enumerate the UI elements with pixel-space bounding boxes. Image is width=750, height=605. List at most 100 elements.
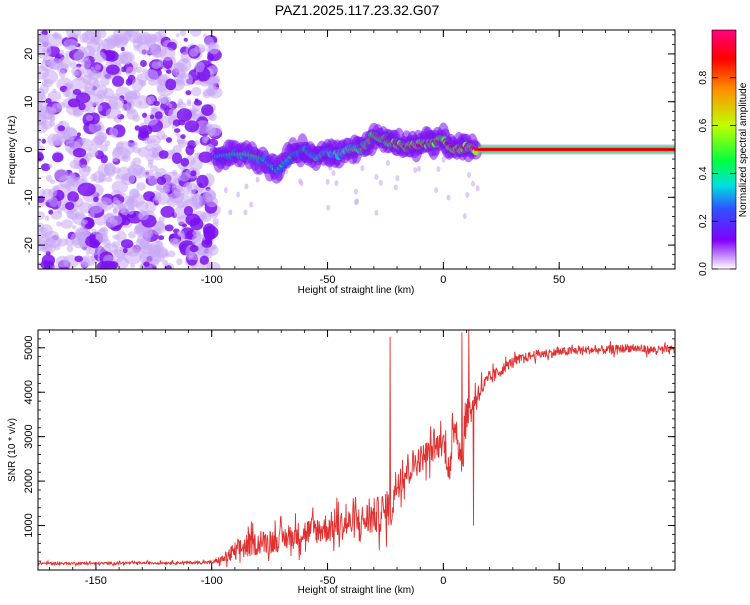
colorbar-tick-label: 0.6 [698,118,709,132]
noise-blob [111,156,119,163]
noise-blob [80,255,96,267]
noise-blob [58,70,66,78]
noise-blob [72,147,87,158]
noise-blob [49,179,56,184]
noise-blob [128,188,140,199]
noise-blob [38,110,42,118]
x-tick-label: -50 [320,575,336,587]
noise-blob [172,124,176,129]
noise-blob [112,75,125,87]
noise-blob [38,211,46,221]
noise-blob [130,92,138,99]
noise-blob [41,138,46,144]
noise-blob [187,140,197,150]
noise-blob [120,46,125,52]
noise-blob [180,73,193,86]
noise-blob [76,132,81,137]
noise-blob [108,96,125,110]
noise-blob [66,244,74,253]
noise-blob [69,159,81,169]
noise-blob [101,38,117,50]
noise-blob [192,229,201,237]
noise-blob [140,60,147,67]
colorbar-tick-label: 0.0 [698,262,709,276]
figure-title: PAZ1.2025.117.23.32.G07 [275,2,440,18]
noise-blob [147,176,158,186]
scatter-blob [249,201,254,208]
noise-blob [120,239,134,249]
noise-blob [52,33,62,40]
noise-blob [158,150,169,159]
noise-blob [45,174,53,182]
noise-blob [178,139,187,148]
x-tick-label: -100 [201,274,223,286]
noise-blob [194,140,200,146]
colorbar-gradient [711,29,737,270]
noise-blob [79,33,89,43]
scatter-blob [475,185,480,192]
scatter-blob [465,191,470,198]
scatter-blob [236,191,241,198]
noise-blob [179,30,186,37]
noise-blob [116,202,121,207]
noise-blob [145,200,156,214]
snr-x-axis: -150 -100 -50 0 50 [49,330,676,587]
noise-blob [168,103,173,109]
noise-blob [159,249,169,258]
noise-blob [176,108,192,122]
noise-blob [125,66,136,77]
noise-blob [208,132,213,138]
noise-blob [38,145,45,153]
colorbar-ticks: 0.0 0.2 0.4 0.6 0.8 [698,70,736,276]
noise-blob [127,206,135,215]
noise-blob [132,114,140,122]
noise-blob [122,247,128,254]
noise-blob [156,75,169,86]
scatter-blob [298,178,303,185]
y-tick-label: 1000 [23,513,35,537]
snr-y-label: SNR (10 * v/v) [7,418,18,482]
scatter-blob [326,204,331,211]
noise-blob [198,47,206,53]
noise-blob [175,132,180,137]
scatter-blob [354,188,358,195]
noise-blob [213,222,219,227]
scatter-blob [441,156,446,163]
scatter-blob [385,160,390,167]
noise-blob [38,262,42,268]
noise-blob [104,163,117,178]
noise-blob [77,182,96,197]
noise-blob [133,44,140,51]
scatter-blob [228,209,233,216]
noise-blob [166,69,172,74]
noise-blob [78,102,86,111]
noise-blob [81,219,89,225]
noise-blob [50,210,63,220]
noise-blob [121,103,129,111]
spectrogram-x-label: Height of straight line (km) [298,285,415,296]
noise-blob [89,238,100,249]
noise-blob [189,30,202,37]
noise-blob [130,161,136,168]
noise-blob [183,37,188,42]
noise-blob [124,30,140,37]
noise-blob [189,194,206,209]
noise-blob [169,238,179,246]
noise-blob [65,202,75,210]
noise-blob [104,140,111,147]
noise-blob [199,255,209,265]
noise-blob [132,35,144,44]
noise-blob [183,205,194,217]
scatter-blob [223,187,228,194]
noise-blob [123,195,133,205]
scatter-blob [467,172,471,178]
noise-blob [132,165,146,179]
noise-blob [48,209,54,215]
noise-blob [109,128,119,138]
noise-blob [177,98,184,106]
noise-blob [154,191,171,205]
noise-blob [96,104,103,112]
noise-blob [100,154,108,164]
noise-blob [92,170,106,184]
